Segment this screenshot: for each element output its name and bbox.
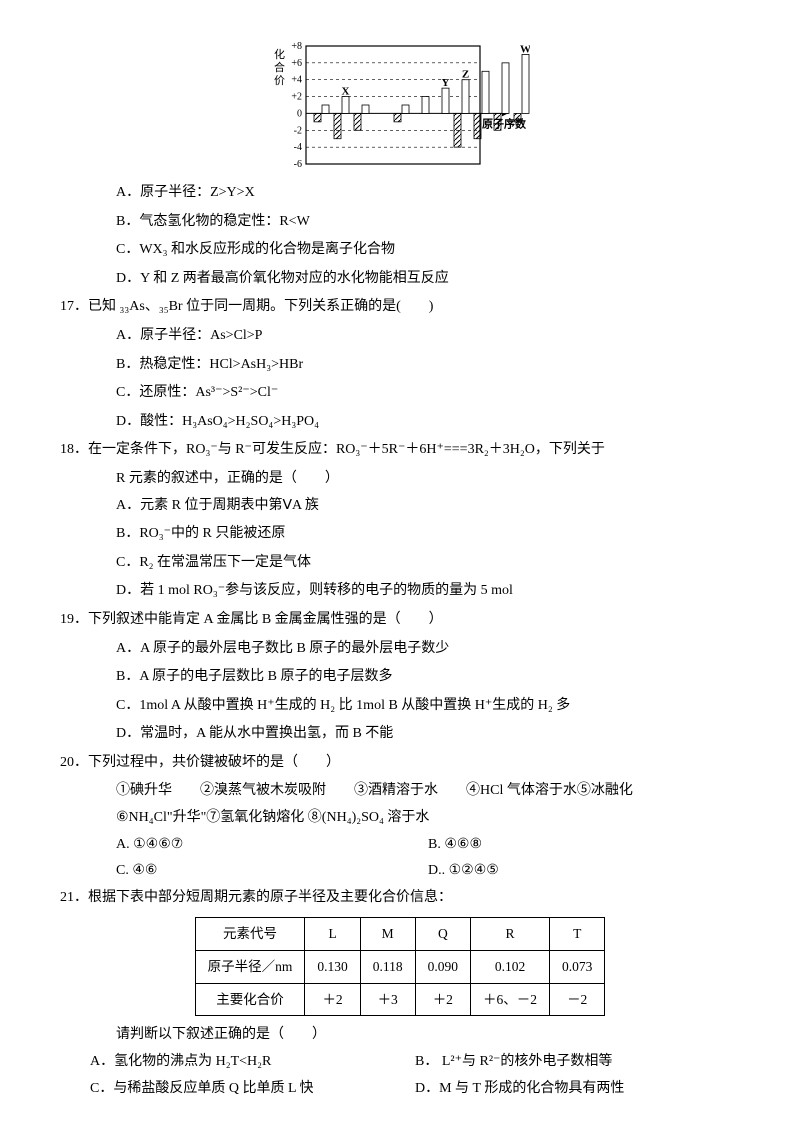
q17-opt-d: D．酸性：H₃AsO₄>H₂SO₄>H₃PO₄: [116, 409, 740, 436]
svg-text:Z: Z: [462, 69, 469, 81]
q16-opt-d: D．Y 和 Z 两者最高价氧化物对应的水化物能相互反应: [116, 266, 740, 293]
q19-options: A．A 原子的最外层电子数比 B 原子的最外层电子数少 B．A 原子的电子层数比…: [60, 636, 740, 748]
q20-opt-c: C. ④⑥: [116, 858, 428, 885]
svg-text:价: 价: [274, 74, 285, 87]
q20-stem: 20．下列过程中，共价键被破坏的是（ ）: [60, 750, 740, 777]
q20-options: A. ①④⑥⑦ B. ④⑥⑧ C. ④⑥ D.. ①②④⑤: [60, 832, 740, 885]
q16-opt-b: B．气态氢化物的稳定性：R<W: [116, 209, 740, 236]
svg-text:+2: +2: [291, 92, 302, 103]
q17-opt-a: A．原子半径：As>Cl>P: [116, 323, 740, 350]
svg-text:+4: +4: [291, 75, 302, 86]
svg-text:W: W: [520, 43, 530, 55]
q20-opt-d: D.. ①②④⑤: [428, 858, 740, 885]
q17-opt-c: C．还原性：As³⁻>S²⁻>Cl⁻: [116, 380, 740, 407]
q20-items: ①碘升华 ②溴蒸气被木炭吸附 ③酒精溶于水 ④HCl 气体溶于水⑤冰融化: [60, 778, 740, 805]
q16-chart: +8+6+4+20-2-4-6化合价原子序数XYZWR: [60, 40, 740, 170]
svg-text:0: 0: [297, 108, 302, 119]
q18-opt-c: C．R₂ 在常温常压下一定是气体: [116, 550, 740, 577]
svg-text:合: 合: [274, 60, 285, 74]
q18-opt-b: B．RO₃⁻中的 R 只能被还原: [116, 521, 740, 548]
q18-options: A．元素 R 位于周期表中第ⅤA 族 B．RO₃⁻中的 R 只能被还原 C．R₂…: [60, 493, 740, 605]
svg-text:X: X: [342, 86, 350, 98]
q18-opt-a: A．元素 R 位于周期表中第ⅤA 族: [116, 493, 740, 520]
q20-opt-b: B. ④⑥⑧: [428, 832, 740, 859]
svg-text:-6: -6: [294, 159, 302, 170]
svg-text:+8: +8: [291, 41, 302, 52]
q21-stem: 21．根据下表中部分短周期元素的原子半径及主要化合价信息：: [60, 885, 740, 912]
q16-options: A．原子半径：Z>Y>X B．气态氢化物的稳定性：R<W C．WX₃ 和水反应形…: [60, 180, 740, 292]
svg-text:Y: Y: [442, 77, 450, 89]
q21-table: 元素代号LMQRT 原子半径／nm0.1300.1180.0900.1020.0…: [195, 917, 606, 1016]
q21-opt-b: B． L²⁺与 R²⁻的核外电子数相等: [415, 1049, 740, 1076]
q19-opt-c: C．1mol A 从酸中置换 H⁺生成的 H₂ 比 1mol B 从酸中置换 H…: [116, 693, 740, 720]
q21-opt-d: D．M 与 T 形成的化合物具有两性: [415, 1076, 740, 1103]
q19-opt-a: A．A 原子的最外层电子数比 B 原子的最外层电子数少: [116, 636, 740, 663]
svg-text:+6: +6: [291, 58, 302, 69]
q19-opt-b: B．A 原子的电子层数比 B 原子的电子层数多: [116, 664, 740, 691]
q18-stem-a: 18．在一定条件下，RO₃⁻与 R⁻可发生反应：RO₃⁻＋5R⁻＋6H⁺===3…: [60, 437, 740, 464]
q16-opt-c: C．WX₃ 和水反应形成的化合物是离子化合物: [116, 237, 740, 264]
q19-stem: 19．下列叙述中能肯定 A 金属比 B 金属金属性强的是（ ）: [60, 607, 740, 634]
q20-items2: ⑥NH₄Cl"升华"⑦氢氧化钠熔化 ⑧(NH₄)₂SO₄ 溶于水: [60, 805, 740, 832]
valence-chart-svg: +8+6+4+20-2-4-6化合价原子序数XYZWR: [270, 40, 530, 170]
q21-opt-a: A．氢化物的沸点为 H₂T<H₂R: [90, 1049, 415, 1076]
svg-text:-2: -2: [294, 125, 302, 136]
q17-opt-b: B．热稳定性：HCl>AsH₃>HBr: [116, 352, 740, 379]
q20-opt-a: A. ①④⑥⑦: [116, 832, 428, 859]
q17-options: A．原子半径：As>Cl>P B．热稳定性：HCl>AsH₃>HBr C．还原性…: [60, 323, 740, 435]
q21-opt-c: C．与稀盐酸反应单质 Q 比单质 L 快: [90, 1076, 415, 1103]
q21-options: A．氢化物的沸点为 H₂T<H₂R B． L²⁺与 R²⁻的核外电子数相等 C．…: [60, 1049, 740, 1102]
q18-stem-b: R 元素的叙述中，正确的是（ ）: [60, 466, 740, 493]
svg-text:-4: -4: [294, 142, 302, 153]
q18-opt-d: D．若 1 mol RO₃⁻参与该反应，则转移的电子的物质的量为 5 mol: [116, 578, 740, 605]
q21-after: 请判断以下叙述正确的是（ ）: [60, 1022, 740, 1049]
svg-text:化: 化: [274, 47, 285, 61]
q16-opt-a: A．原子半径：Z>Y>X: [116, 180, 740, 207]
q19-opt-d: D．常温时，A 能从水中置换出氢，而 B 不能: [116, 721, 740, 748]
q17-stem: 17．已知 ₃₃As、₃₅Br 位于同一周期。下列关系正确的是( ): [60, 294, 740, 321]
